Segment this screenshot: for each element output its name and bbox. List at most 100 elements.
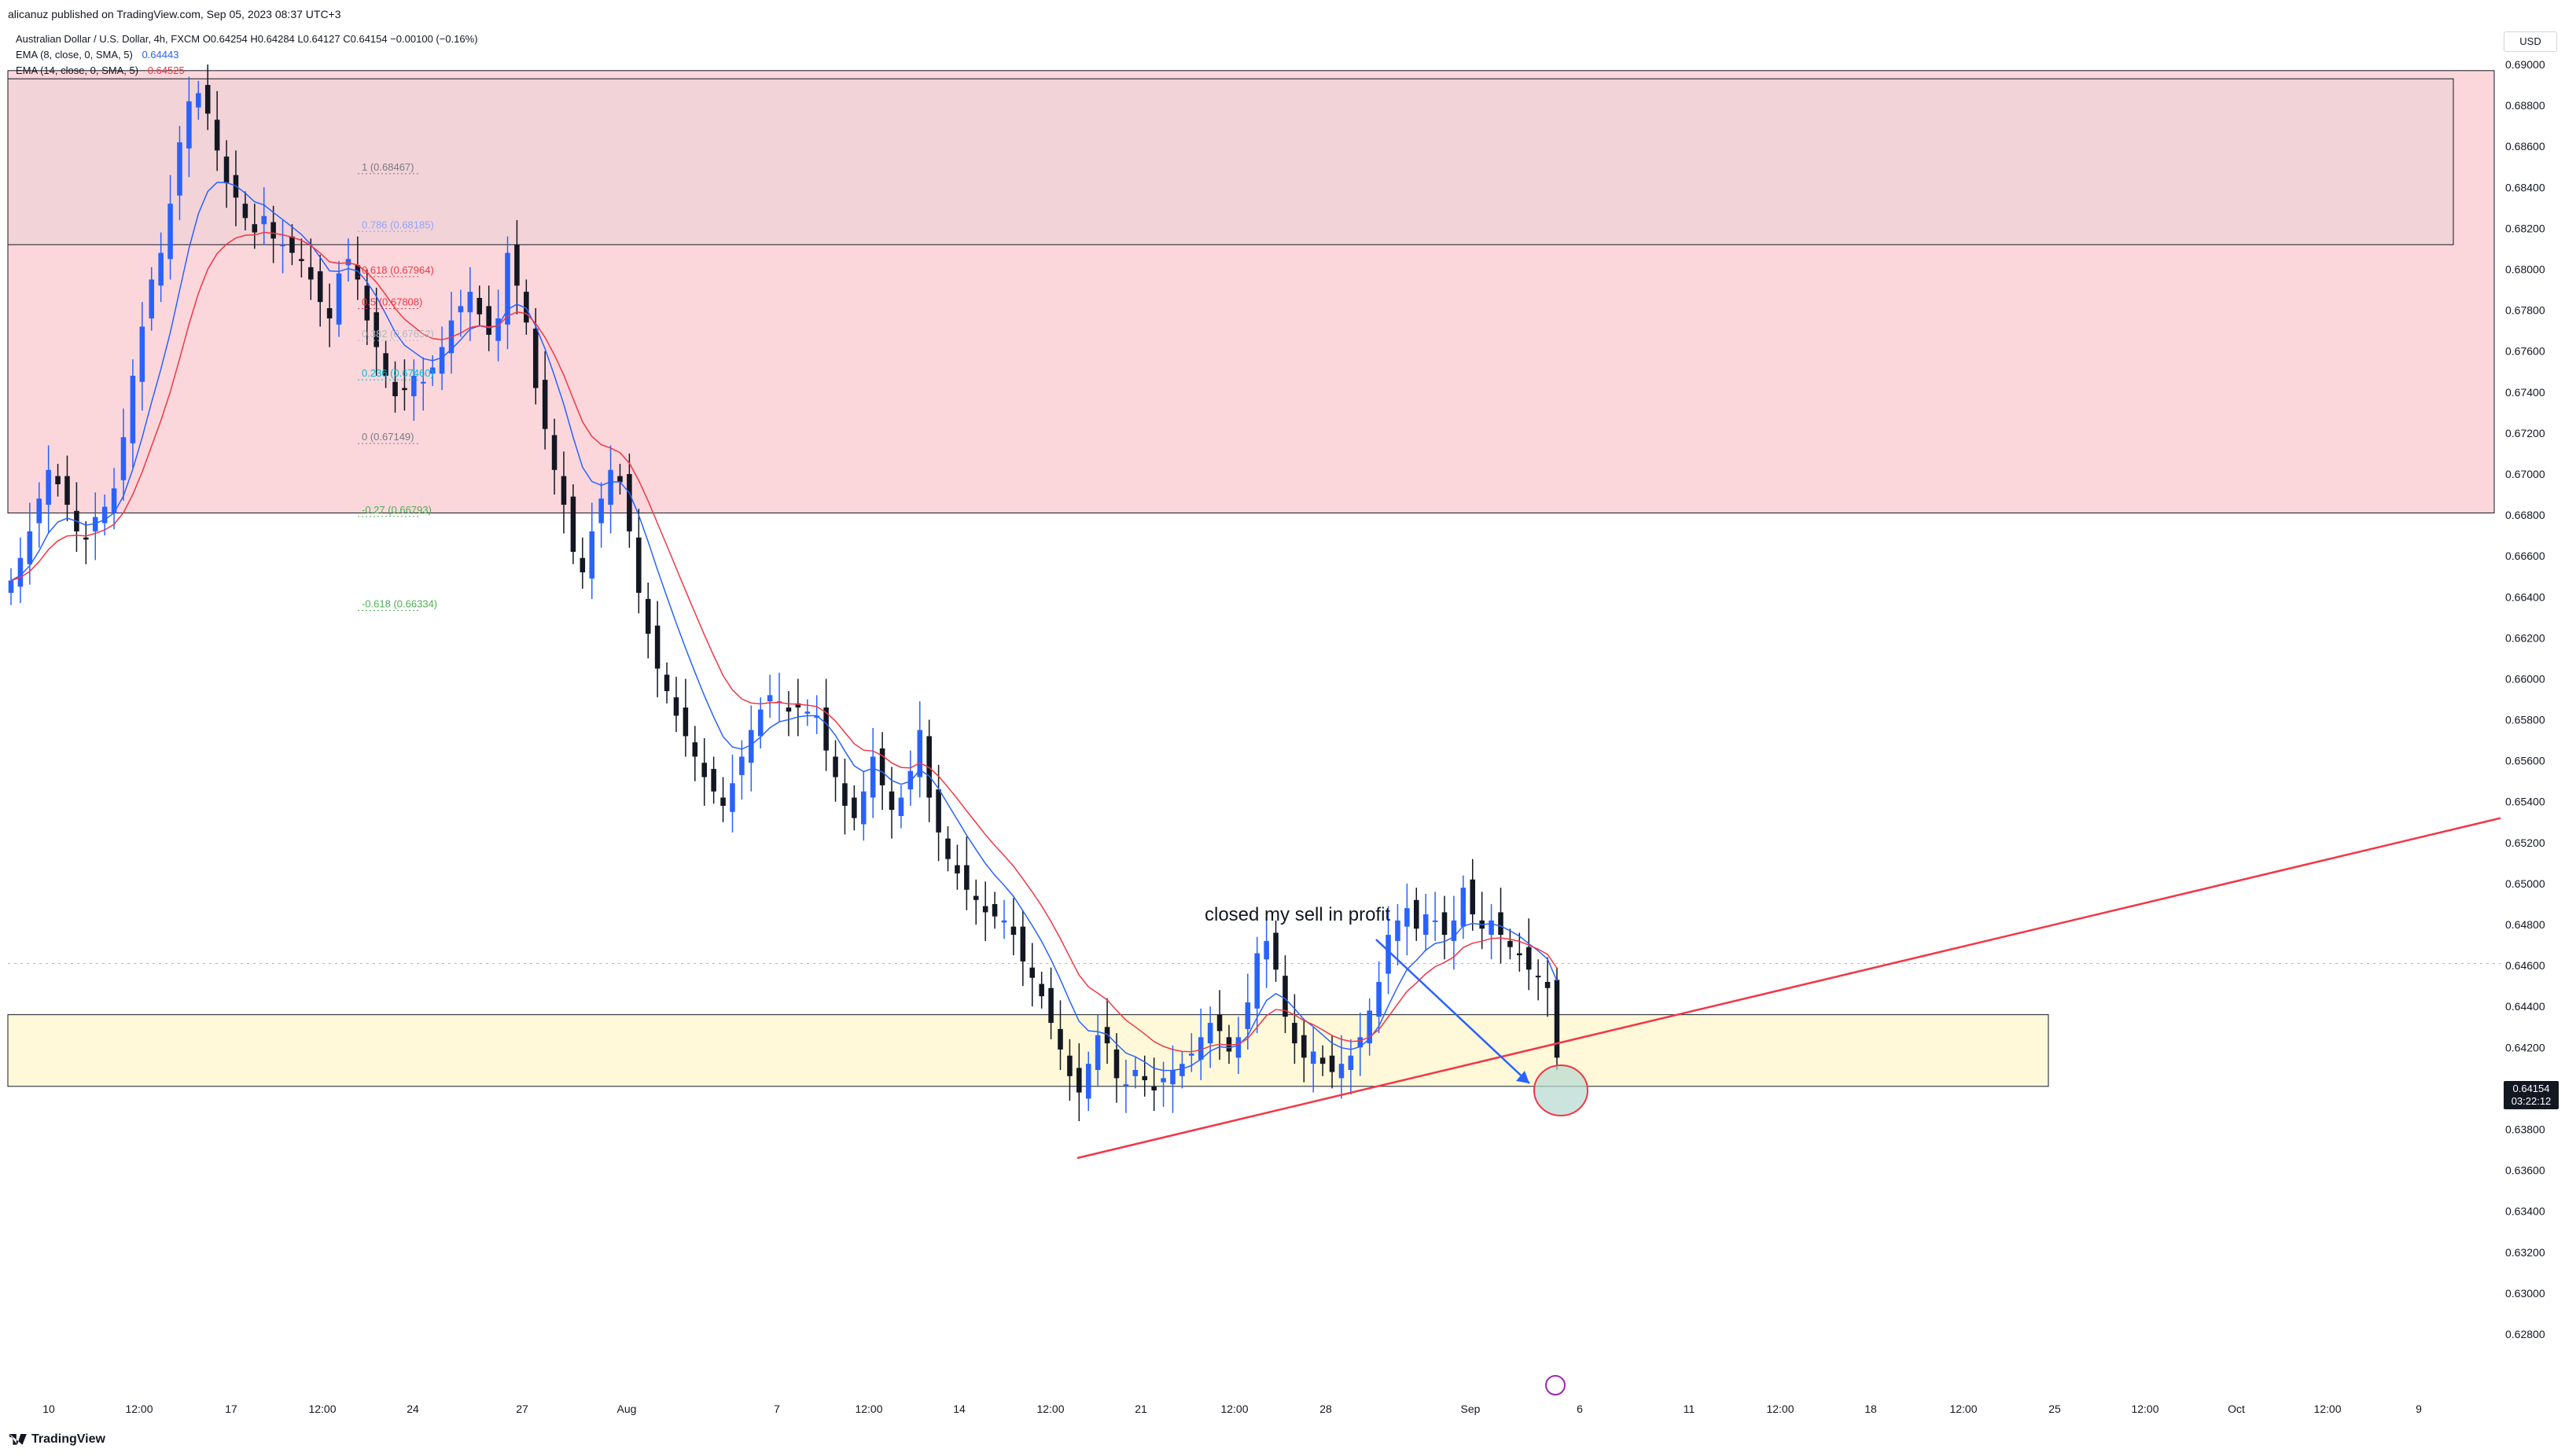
candle-body <box>711 769 716 792</box>
time-tick-label: Oct <box>2228 1403 2245 1415</box>
candle-body <box>186 101 192 149</box>
time-tick-label: 17 <box>225 1403 237 1415</box>
price-tick-label: 0.65400 <box>2505 796 2545 808</box>
candle-body <box>1413 899 1419 929</box>
candle-body <box>1395 920 1400 941</box>
price-tick-label: 0.64200 <box>2505 1041 2545 1053</box>
candle-body <box>524 292 529 323</box>
candle-body <box>36 498 42 524</box>
candle-body <box>495 318 501 341</box>
candle-body <box>945 838 951 859</box>
candle-body <box>673 697 679 716</box>
candle-body <box>1422 914 1429 936</box>
price-tick-label: 0.69000 <box>2505 58 2545 71</box>
price-tick-label: 0.66400 <box>2505 590 2545 603</box>
candle-body <box>1235 1037 1242 1058</box>
candle-body <box>439 347 445 374</box>
price-tick-label: 0.68400 <box>2505 181 2545 193</box>
time-tick-label: 6 <box>1577 1403 1583 1415</box>
tradingview-logo[interactable]: TradingView <box>9 1432 105 1447</box>
candle-body <box>786 707 792 712</box>
candle-body <box>17 557 24 587</box>
candle-body <box>1104 1027 1110 1044</box>
candle-body <box>280 245 285 247</box>
candle-body <box>1095 1035 1101 1070</box>
candle-body <box>83 537 89 540</box>
ema8-legend[interactable]: EMA (8, close, 0, SMA, 5) 0.64443 <box>16 49 178 61</box>
price-tick-label: 0.64800 <box>2505 918 2545 931</box>
price-tick-label: 0.66800 <box>2505 509 2545 521</box>
time-tick-label: 10 <box>42 1403 55 1415</box>
candle-body <box>158 252 164 286</box>
candle-body <box>1348 1055 1354 1070</box>
price-tick-label: 0.64600 <box>2505 959 2545 972</box>
candle-body <box>730 783 735 812</box>
last-price-tag: 0.64154 03:22:12 <box>2504 1081 2559 1109</box>
candle-body <box>1142 1075 1148 1080</box>
time-tick-label: 12:00 <box>125 1403 153 1415</box>
time-tick-label: 28 <box>1319 1403 1332 1415</box>
candle-body <box>1010 926 1017 936</box>
price-axis[interactable]: 0.69000 0.68800 0.68600 0.68400 0.68200 0.680… <box>2501 0 2565 1456</box>
time-tick-label: 12:00 <box>2131 1403 2158 1415</box>
candle-body <box>1489 920 1494 936</box>
candle-body <box>149 279 155 318</box>
candle-body <box>1179 1064 1185 1076</box>
candle-body <box>477 297 483 314</box>
profit-circle <box>1533 1064 1588 1116</box>
candle-body <box>992 903 998 917</box>
fib-level-label: 0.236 (0.67460) <box>362 367 434 379</box>
annotation-text[interactable]: closed my sell in profit <box>1205 904 1391 925</box>
candle-body <box>907 770 914 790</box>
candle-body <box>64 476 70 506</box>
ema14-legend[interactable]: EMA (14, close, 0, SMA, 5) 0.64525 <box>16 64 185 76</box>
candle-body <box>542 380 548 429</box>
candle-body <box>833 756 838 778</box>
price-tick-label: 0.67000 <box>2505 468 2545 480</box>
time-axis[interactable]: 10 12:00 17 12:00 24 27 Aug 7 12:00 14 12:00 21 12:0… <box>42 1403 2422 1415</box>
trendline <box>1076 817 2501 1160</box>
candle-body <box>1310 1051 1316 1064</box>
candle-body <box>898 797 904 816</box>
candle-body <box>767 695 773 702</box>
time-tick-label: 12:00 <box>2313 1403 2341 1415</box>
candle-body <box>739 756 745 775</box>
arrow-head <box>1516 1071 1529 1083</box>
supply-zone-inner <box>7 78 2454 245</box>
candle-body <box>1535 976 1541 978</box>
candle-body <box>654 625 661 669</box>
candle-body <box>645 598 651 634</box>
currency-label[interactable]: USD <box>2504 31 2557 52</box>
candle-body <box>204 85 211 114</box>
candle-body <box>683 707 689 737</box>
price-tick-label: 0.68000 <box>2505 263 2545 275</box>
drawings-layer <box>1076 817 2501 1395</box>
candle-body <box>1039 984 1044 997</box>
published-line: alicanuz published on TradingView.com, S… <box>8 8 341 20</box>
candle-body <box>92 517 98 531</box>
candle-body <box>1319 1057 1326 1064</box>
symbol-legend[interactable]: Australian Dollar / U.S. Dollar, 4h, FXC… <box>16 33 478 45</box>
candle-body <box>355 265 361 280</box>
candle-body <box>467 292 473 313</box>
candle-body <box>1113 1049 1120 1079</box>
candle-body <box>1338 1064 1345 1079</box>
time-tick-label: 18 <box>1864 1403 1877 1415</box>
candle-body <box>561 476 567 506</box>
price-tick-label: 0.68200 <box>2505 222 2545 234</box>
ema8-value: 0.64443 <box>142 49 179 61</box>
candle-body <box>551 435 558 470</box>
candle-body <box>1376 981 1382 1017</box>
time-tick-label: Sep <box>1461 1403 1481 1415</box>
candle-body <box>1301 1035 1307 1058</box>
candle-body <box>982 906 988 913</box>
chart-canvas[interactable]: 1 (0.68467) 0.786 (0.68185) 0.618 (0.67964… <box>0 0 2501 1456</box>
candle-body <box>1198 1037 1204 1060</box>
ema14-value: 0.64525 <box>147 64 185 76</box>
candle-body <box>617 476 623 483</box>
candle-body <box>823 707 829 751</box>
candle-body <box>1470 879 1476 915</box>
price-tick-label: 0.66600 <box>2505 550 2545 562</box>
candle-body <box>720 797 726 806</box>
time-tick-label: 25 <box>2048 1403 2061 1415</box>
